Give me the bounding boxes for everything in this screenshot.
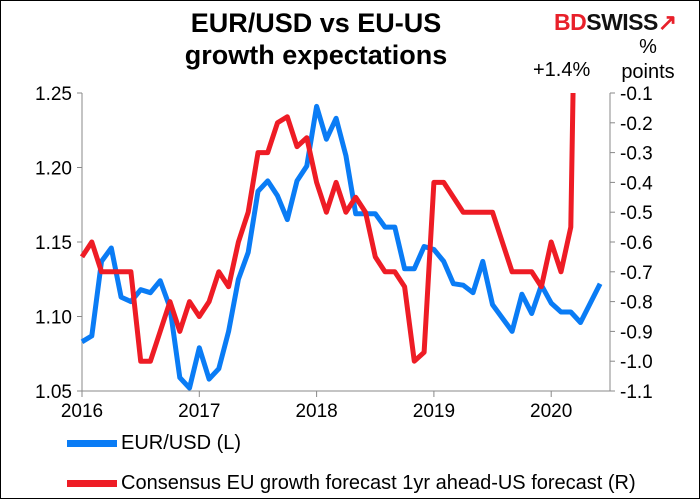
left-tick-label: 1.20 [35, 159, 72, 180]
x-tick-label: 2020 [530, 401, 572, 422]
right-tick-label: -0.1 [620, 84, 653, 105]
right-axis-label: % points [621, 36, 675, 83]
right-tick-label: -1.1 [620, 382, 653, 403]
left-tick-label: 1.15 [35, 233, 72, 254]
right-tick-label: -0.6 [620, 233, 653, 254]
legend-swatch-blue [67, 440, 117, 447]
bdswiss-logo: BDSWISS↗ [554, 9, 677, 35]
right-tick-label: -0.4 [620, 173, 653, 194]
annotation-label: +1.4% [533, 59, 591, 81]
right-tick-label: -0.9 [620, 322, 653, 343]
legend-item-eurusd: EUR/USD (L) [67, 432, 241, 455]
left-tick-label: 1.05 [35, 382, 72, 403]
right-tick-label: -0.2 [620, 114, 653, 135]
x-tick-label: 2016 [61, 401, 103, 422]
x-tick-label: 2017 [178, 401, 220, 422]
left-tick-label: 1.10 [35, 308, 72, 329]
x-tick-label: 2018 [295, 401, 337, 422]
right-tick-label: -0.5 [620, 203, 653, 224]
left-tick-label: 1.25 [35, 84, 72, 105]
chart-title: EUR/USD vs EU-US growth expectations [184, 8, 448, 70]
legend-item-growth: Consensus EU growth forecast 1yr ahead-U… [67, 472, 636, 495]
legend-swatch-red [67, 480, 117, 487]
right-tick-label: -0.8 [620, 293, 653, 314]
eurusd-line [80, 103, 603, 391]
right-tick-label: -0.7 [620, 263, 653, 284]
right-tick-label: -1.0 [620, 352, 653, 373]
right-tick-label: -0.3 [620, 144, 653, 165]
growth-differential-line [79, 93, 576, 364]
x-tick-label: 2019 [413, 401, 455, 422]
